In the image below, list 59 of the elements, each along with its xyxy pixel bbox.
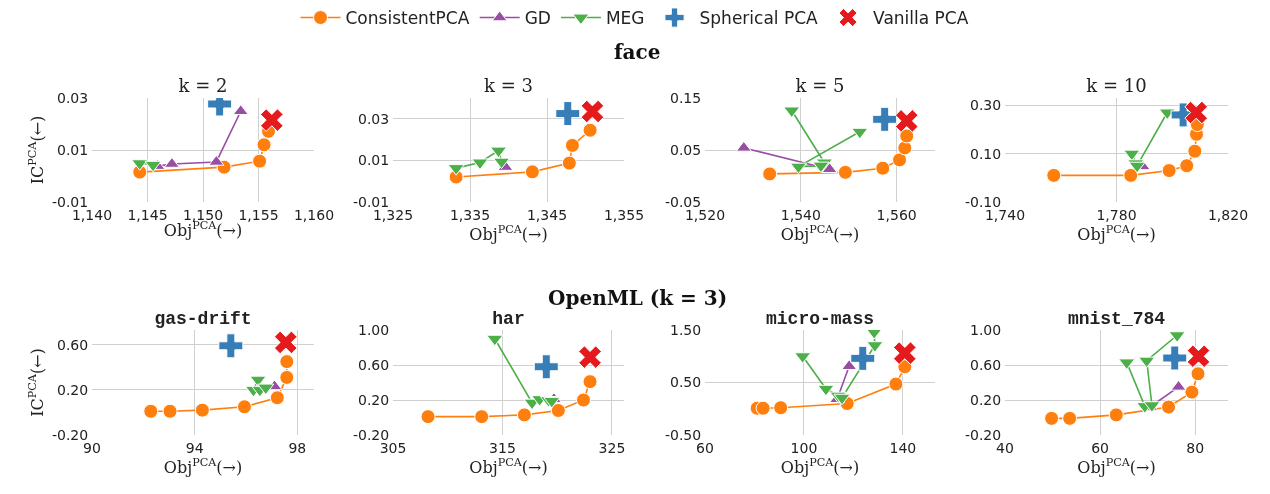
y-tick-label: 0.60 [970,356,1002,373]
x-axis-title: Obj$^{PCA}$(→) [469,455,548,477]
y-tick-label: 1.50 [670,321,702,338]
x-tick-label: 1,150 [182,206,224,223]
legend-label: Spherical PCA [699,8,819,29]
legend-label: MEG [605,8,645,29]
y-tick-label: 0.20 [970,391,1002,408]
x-tick-label: 1,355 [603,206,645,223]
x-tick-label: 100 [790,439,818,456]
x-tick-label: 1,335 [449,206,491,223]
chart-title: k = 10 [1086,75,1147,96]
y-tick-label: 0.10 [970,145,1002,162]
chart-title: micro-mass [765,309,875,329]
x-axis-title: Obj$^{PCA}$(→) [780,455,860,477]
y-tick-label: 0.20 [358,391,390,408]
x-tick-label: 60 [1091,439,1110,456]
x-axis-title: Obj$^{PCA}$(→) [780,222,860,244]
chart-title: mnist_784 [1067,309,1166,329]
chart-title: gas-drift [154,309,252,329]
legend-label: GD [524,8,551,29]
y-tick-label: 0.01 [358,152,390,169]
x-axis-title: Obj$^{PCA}$(→) [1077,222,1156,244]
x-tick-label: 325 [598,439,626,456]
y-tick-label: 0.01 [57,141,89,158]
x-tick-label: 98 [288,439,307,456]
text: OpenML (k = 3) [548,286,728,310]
x-tick-label: 1,540 [780,206,821,223]
x-tick-label: 1,155 [238,206,279,223]
y-tick-label: 0.20 [57,381,89,398]
y-tick-label: 0.03 [57,89,89,106]
y-tick-label: 0.60 [358,356,390,373]
legend-label: ConsistentPCA [345,8,470,29]
y-tick-label: 0.60 [57,336,89,353]
x-tick-label: 140 [889,439,917,456]
x-tick-label: 1,345 [526,206,568,223]
x-axis-title: Obj$^{PCA}$(→) [1077,455,1156,477]
y-tick-label: 0.30 [970,97,1002,114]
x-tick-label: 1,780 [1096,206,1137,223]
x-axis-title: Obj$^{PCA}$(→) [469,222,548,244]
chart-title: har [492,309,525,329]
y-tick-label: 0.15 [670,89,702,106]
y-tick-label: 0.50 [670,374,702,391]
chart-title: k = 3 [484,75,533,96]
x-tick-label: 1,560 [876,206,917,223]
chart-title: k = 5 [795,75,845,96]
x-tick-label: 315 [489,439,516,456]
x-axis-title: Obj$^{PCA}$(→) [163,455,243,477]
x-tick-label: 1,820 [1207,206,1249,223]
x-tick-label: 80 [1186,439,1205,456]
chart-title: k = 2 [178,75,228,96]
legend-label: Vanilla PCA [873,8,969,29]
y-tick-label: 1.00 [970,321,1002,338]
y-tick-label: 0.03 [358,110,390,127]
y-tick-label: 0.05 [670,141,702,158]
text: face [614,40,661,64]
x-tick-label: 94 [185,439,204,456]
x-tick-label: 1,160 [293,206,335,223]
x-tick-label: 1,145 [127,206,168,223]
y-tick-label: 1.00 [358,321,390,338]
